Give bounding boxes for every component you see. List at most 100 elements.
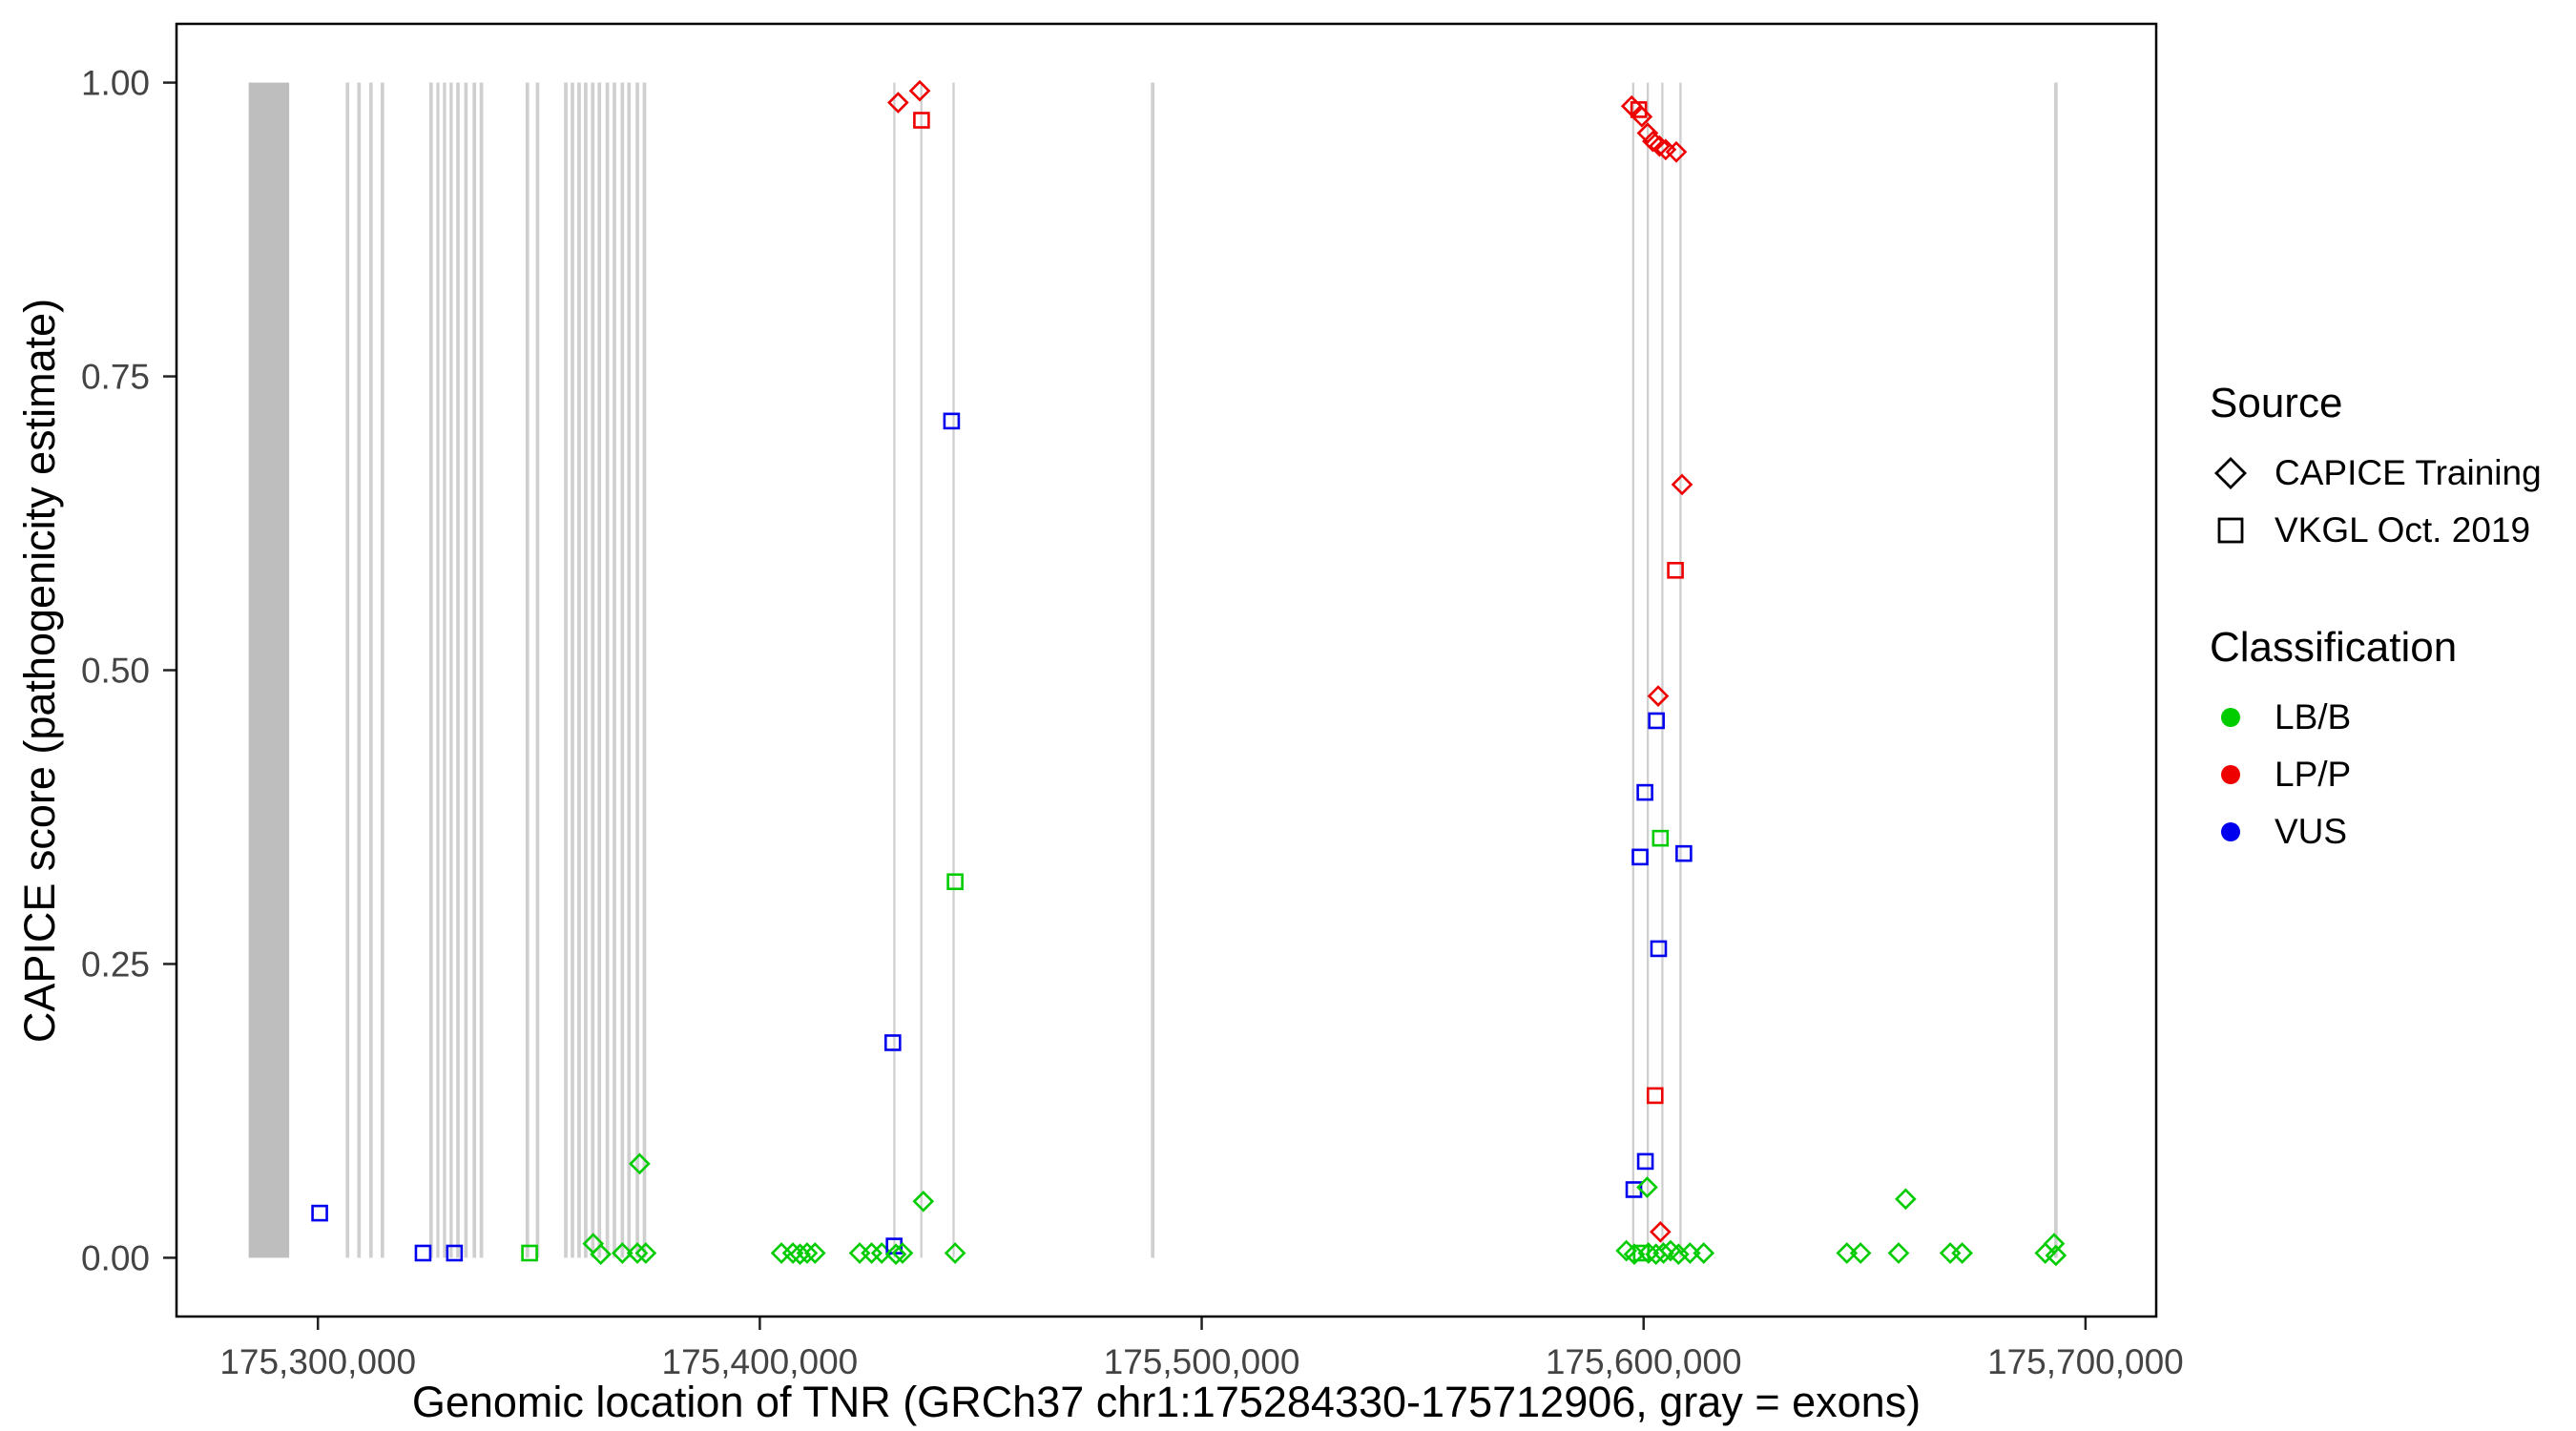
- exon-band: [620, 82, 625, 1258]
- data-point-diamond: [1693, 1242, 1715, 1264]
- exon-band: [1631, 82, 1634, 1258]
- exon-band: [525, 82, 530, 1258]
- legend-item-lbb: LB/B: [2210, 696, 2542, 738]
- data-point-square: [943, 412, 961, 430]
- y-tick-label: 0.00: [81, 1238, 150, 1277]
- exon-band: [591, 82, 595, 1258]
- legend-item-label: VKGL Oct. 2019: [2275, 510, 2531, 550]
- exon-band: [443, 82, 447, 1258]
- data-point-diamond: [2043, 1233, 2066, 1255]
- data-point-diamond: [781, 1242, 804, 1264]
- data-point-diamond: [1951, 1242, 1974, 1264]
- exon-band: [248, 82, 290, 1258]
- legend: Source CAPICE Training VKGL Oct. 2019 Cl…: [2210, 380, 2542, 868]
- data-point-square: [913, 112, 930, 129]
- data-point-square: [521, 1244, 538, 1262]
- data-point-diamond: [1671, 473, 1693, 496]
- exon-band: [449, 82, 453, 1258]
- data-point-square: [1636, 1152, 1654, 1171]
- data-point-diamond: [887, 92, 909, 114]
- data-point-square: [446, 1244, 464, 1262]
- data-point-diamond: [770, 1242, 793, 1264]
- data-point-diamond: [891, 1242, 914, 1264]
- exon-band: [345, 82, 350, 1258]
- legend-item-label: LB/B: [2275, 697, 2352, 736]
- legend-classification-title: Classification: [2210, 624, 2458, 671]
- data-point-diamond: [1636, 122, 1659, 144]
- exon-band: [627, 82, 632, 1258]
- data-point-square: [946, 873, 964, 891]
- data-point-diamond: [1647, 685, 1670, 707]
- legend-item-vus: VUS: [2210, 811, 2542, 853]
- exon-band: [464, 82, 468, 1258]
- exon-band: [571, 82, 574, 1258]
- legend-group-source: Source CAPICE Training VKGL Oct. 2019: [2210, 380, 2542, 551]
- exon-band: [1661, 82, 1664, 1258]
- exon-band: [456, 82, 460, 1258]
- data-point-square: [1631, 848, 1649, 866]
- data-point-diamond: [796, 1242, 819, 1264]
- diamond-marker-icon: [2214, 457, 2247, 489]
- exon-band: [1151, 82, 1154, 1258]
- data-point-diamond: [611, 1242, 634, 1264]
- data-point-diamond: [908, 79, 931, 102]
- data-point-diamond: [789, 1243, 811, 1266]
- data-point-diamond: [1649, 1220, 1672, 1243]
- x-tick-label: 175,600,000: [1546, 1342, 1742, 1381]
- legend-item-label: VUS: [2275, 812, 2348, 851]
- data-point-square: [1667, 561, 1684, 579]
- blue-dot-icon: [2221, 822, 2240, 841]
- y-axis-title: CAPICE score (pathogenicity estimate): [15, 298, 64, 1044]
- green-dot-icon: [2221, 708, 2240, 727]
- data-point-diamond: [1637, 1242, 1660, 1264]
- data-point-diamond: [1887, 1242, 1910, 1264]
- exon-band: [1646, 82, 1650, 1258]
- legend-item-lpp: LP/P: [2210, 754, 2542, 796]
- data-point-square: [1652, 829, 1670, 847]
- legend-item-capice-training: CAPICE Training: [2210, 452, 2542, 494]
- data-point-diamond: [2045, 1244, 2067, 1267]
- red-dot-icon: [2221, 765, 2240, 784]
- legend-item-label: CAPICE Training: [2275, 453, 2542, 492]
- exon-band: [605, 82, 610, 1258]
- data-point-diamond: [1849, 1242, 1872, 1264]
- data-point-diamond: [634, 1242, 657, 1264]
- data-point-diamond: [1665, 140, 1688, 163]
- exon-band: [952, 82, 955, 1258]
- exon-band: [357, 82, 362, 1258]
- exon-band: [642, 82, 647, 1258]
- data-point-square: [1650, 940, 1668, 958]
- x-tick-label: 175,300,000: [219, 1342, 416, 1381]
- y-tick-label: 0.25: [81, 944, 150, 984]
- exon-band: [577, 82, 581, 1258]
- exon-band: [920, 82, 923, 1258]
- exon-band: [597, 82, 602, 1258]
- data-point-diamond: [861, 1242, 883, 1264]
- data-point-diamond: [884, 1243, 907, 1266]
- exon-band: [2054, 82, 2058, 1258]
- data-point-diamond: [912, 1190, 935, 1213]
- data-point-diamond: [1895, 1188, 1917, 1211]
- data-point-square: [883, 1034, 902, 1051]
- legend-group-classification: Classification LB/B LP/P VUS: [2210, 624, 2542, 853]
- data-point-square: [311, 1204, 328, 1222]
- data-point-diamond: [590, 1243, 612, 1266]
- exon-band: [472, 82, 477, 1258]
- data-point-diamond: [1631, 105, 1653, 128]
- data-point-square: [414, 1244, 432, 1262]
- data-point-diamond: [629, 1152, 651, 1175]
- exon-band: [428, 82, 433, 1258]
- data-point-diamond: [803, 1242, 826, 1264]
- legend-item-label: LP/P: [2275, 755, 2352, 794]
- data-point-diamond: [1649, 135, 1671, 157]
- data-point-square: [1630, 101, 1648, 118]
- data-point-diamond: [1636, 1176, 1658, 1198]
- exon-band: [368, 82, 373, 1258]
- data-point-diamond: [626, 1242, 649, 1264]
- legend-source-title: Source: [2210, 380, 2343, 426]
- exon-band: [893, 82, 896, 1258]
- data-point-square: [1646, 1087, 1664, 1105]
- data-point-square: [1648, 712, 1665, 730]
